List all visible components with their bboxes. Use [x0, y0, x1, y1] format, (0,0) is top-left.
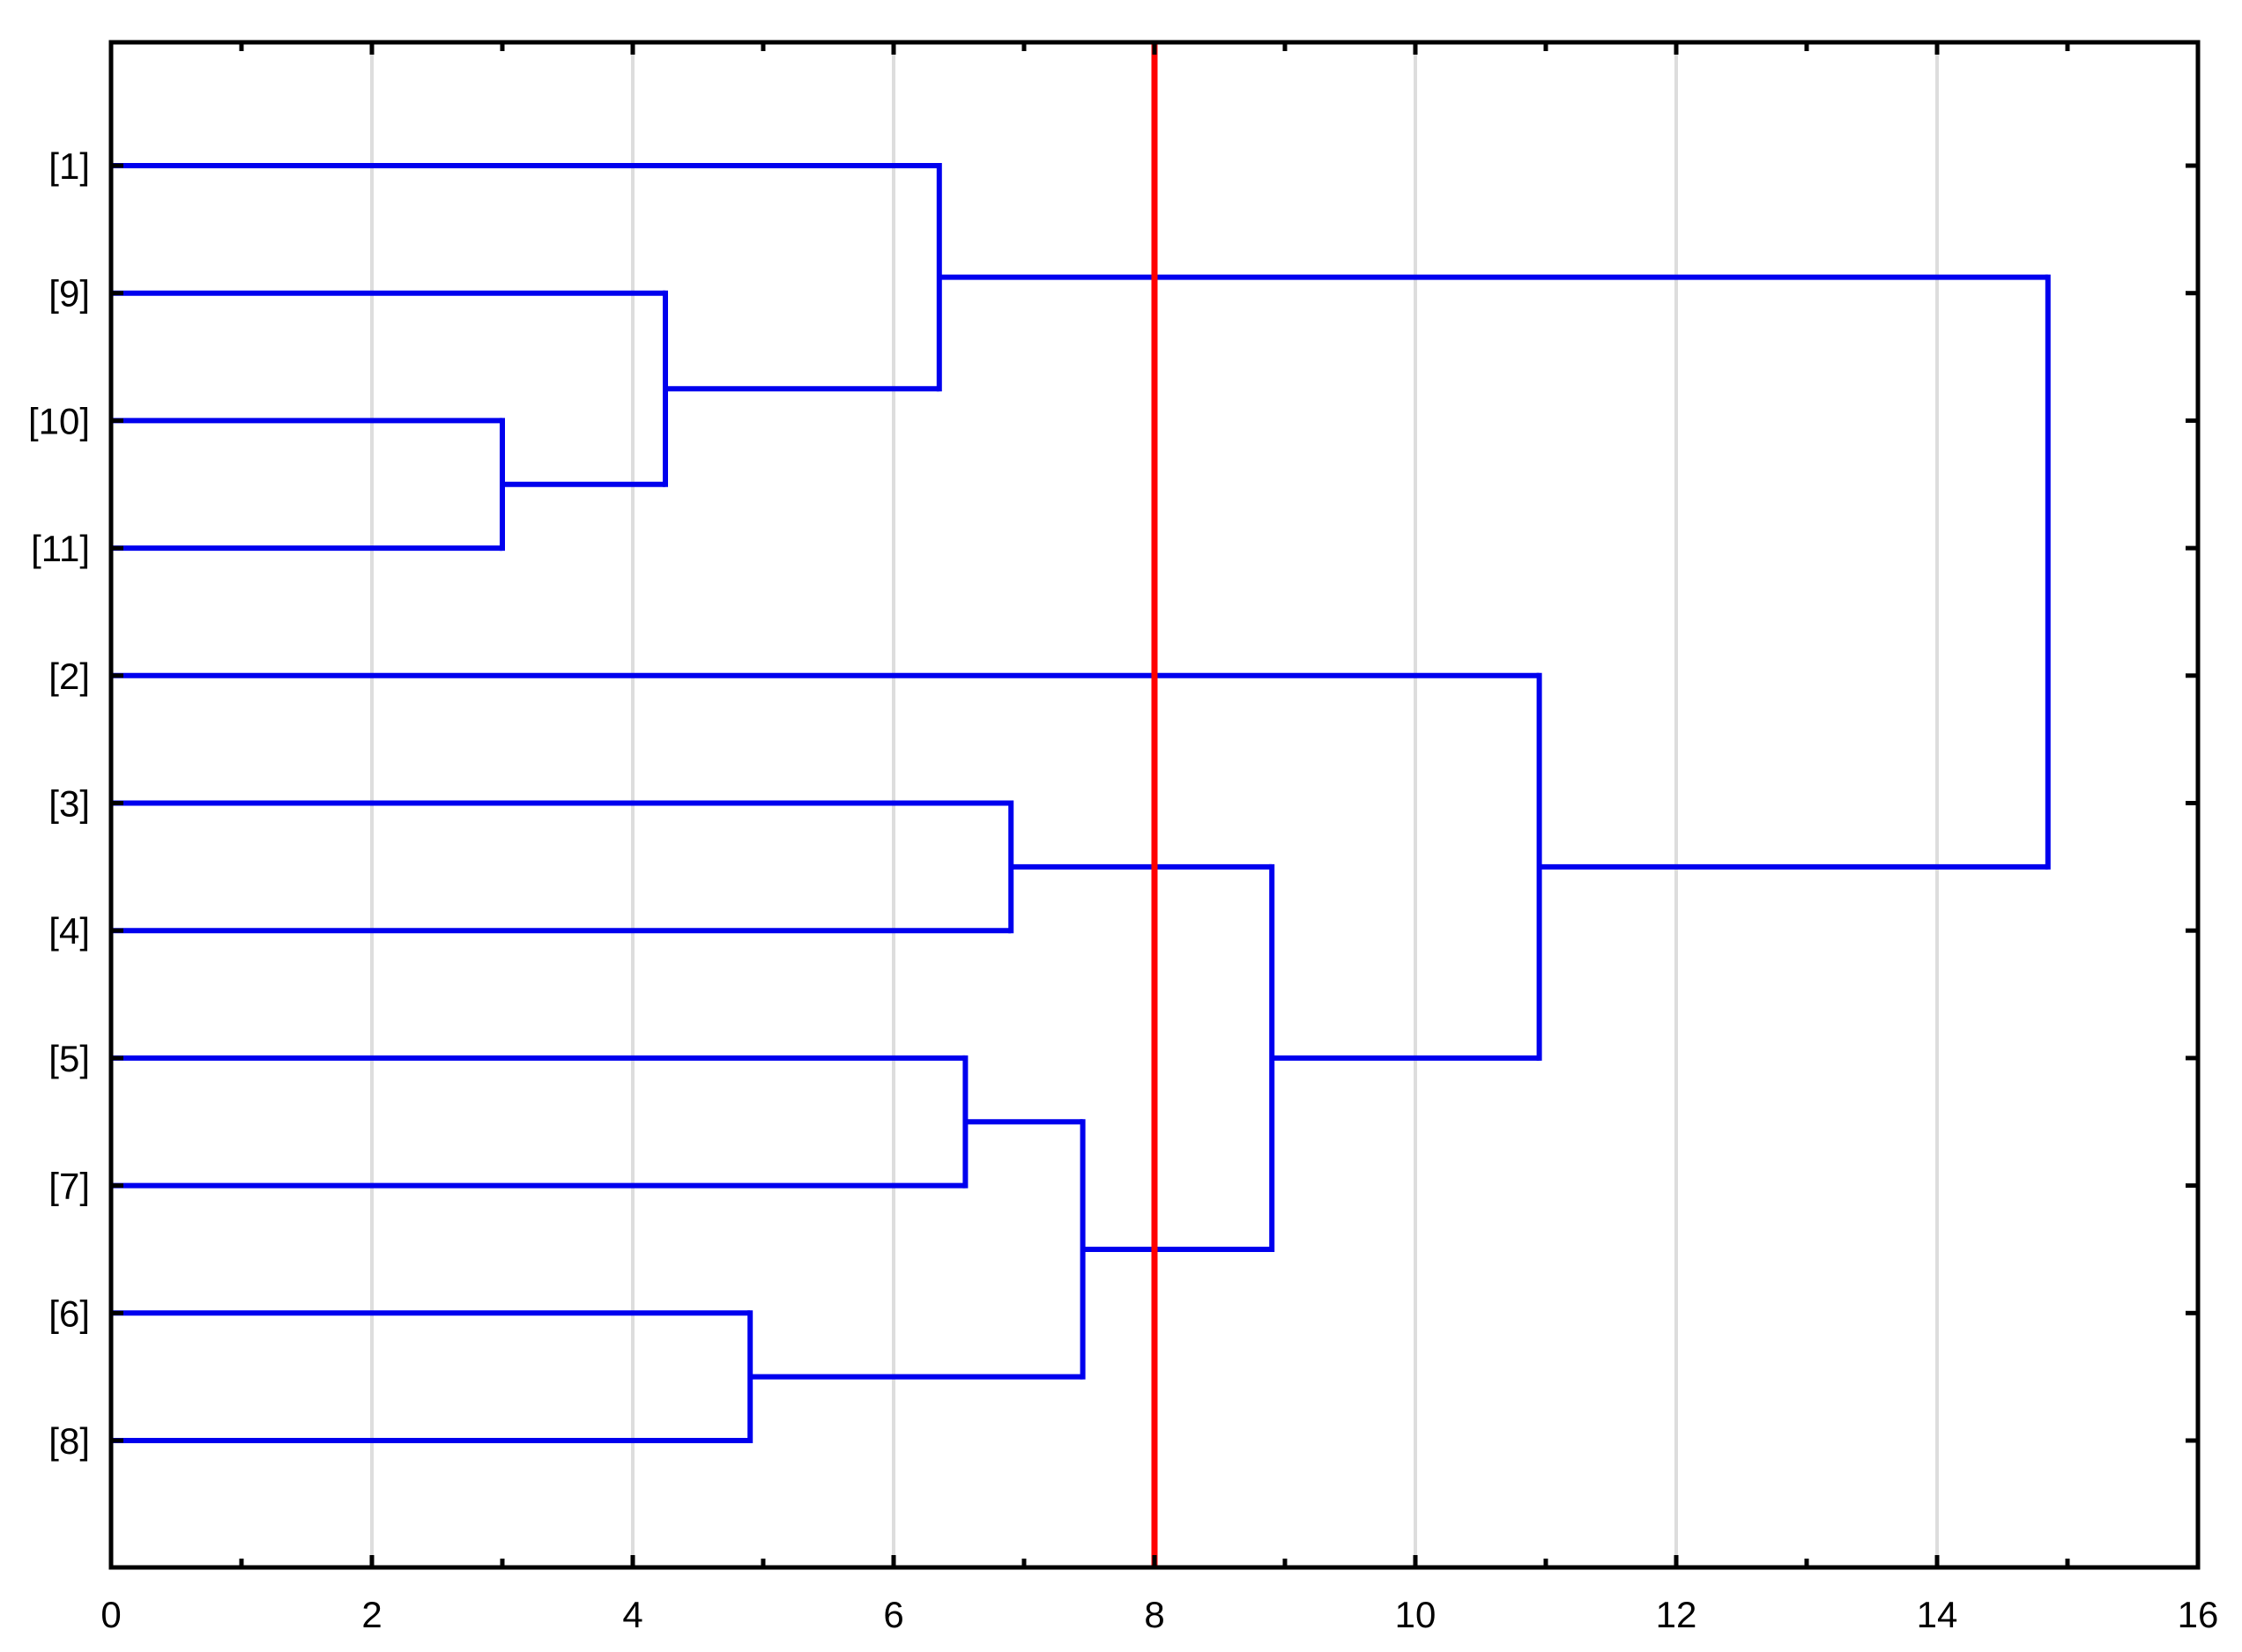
- leaf-label: [2]: [48, 656, 90, 697]
- x-tick-label: 0: [100, 1594, 121, 1635]
- dendrogram-branches: [111, 163, 2051, 1443]
- x-tick-label: 16: [2178, 1594, 2219, 1635]
- leaf-label: [6]: [48, 1293, 90, 1334]
- leaf-label: [7]: [48, 1166, 90, 1207]
- axes: [108, 40, 2201, 1570]
- leaf-label: [3]: [48, 783, 90, 825]
- labels: 0 2 4 6 8 10 12 14 16 [1] [9] [10] [11] [2] [3] [4] [5] […: [28, 145, 2218, 1635]
- x-tick-label: 12: [1656, 1594, 1697, 1635]
- leaf-label: [4]: [48, 910, 90, 952]
- leaf-label: [5]: [48, 1038, 90, 1079]
- leaf-label: [11]: [31, 528, 90, 569]
- leaf-label: [10]: [28, 400, 90, 441]
- leaf-label: [8]: [48, 1420, 90, 1462]
- x-tick-label: 2: [361, 1594, 382, 1635]
- leaf-label: [1]: [48, 145, 90, 187]
- x-tick-label: 10: [1395, 1594, 1437, 1635]
- leaf-label: [9]: [48, 273, 90, 315]
- x-tick-label: 8: [1144, 1594, 1164, 1635]
- x-tick-label: 6: [883, 1594, 903, 1635]
- x-tick-label: 4: [622, 1594, 642, 1635]
- x-tick-label: 14: [1917, 1594, 1958, 1635]
